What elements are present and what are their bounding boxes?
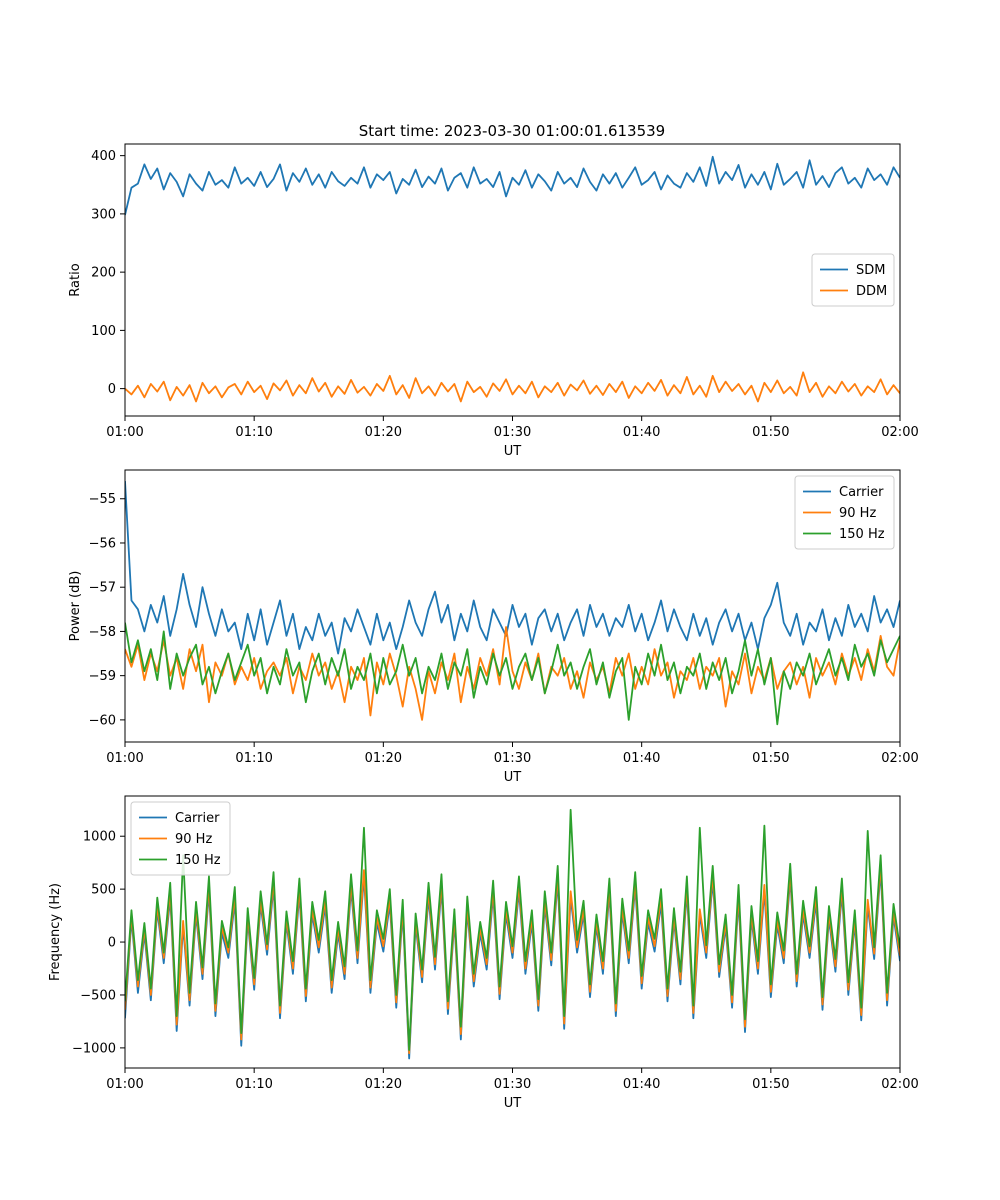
y-tick-label: 300 [91, 207, 116, 222]
x-tick-label: 01:00 [106, 1077, 143, 1092]
series-line-carrier [125, 869, 900, 1060]
y-tick-label: −57 [89, 581, 116, 596]
y-tick-label: −55 [89, 492, 116, 507]
x-axis-label: UT [504, 1096, 522, 1111]
x-axis-label: UT [504, 770, 522, 785]
y-tick-label: −1000 [72, 1041, 116, 1056]
legend-label: Carrier [839, 485, 884, 500]
x-tick-label: 01:20 [365, 425, 402, 440]
legend: Carrier 90 Hz 150 Hz [794, 475, 895, 550]
legend-box [811, 253, 895, 307]
series-line-ddm [125, 371, 900, 403]
x-tick-label: 01:30 [494, 1077, 531, 1092]
panel-1: 01:00 01:10 01:20 01:30 01:40 01:50 02:00 0 100 2… [68, 143, 919, 459]
legend-box [794, 475, 895, 550]
x-tick-label: 01:40 [623, 1077, 660, 1092]
legend: SDM DDM [811, 253, 895, 307]
series-line-150-hz [125, 622, 900, 726]
series-line-carrier [125, 481, 900, 655]
legend-label: 90 Hz [839, 506, 876, 521]
y-axis-label: Ratio [68, 263, 83, 296]
y-tick-label: 1000 [83, 830, 116, 845]
y-tick-label: 400 [91, 149, 116, 164]
legend-label: 90 Hz [175, 832, 212, 847]
legend-label: 150 Hz [175, 853, 221, 868]
x-tick-label: 02:00 [881, 1077, 918, 1092]
x-tick-label: 01:50 [752, 1077, 789, 1092]
x-tick-label: 01:50 [752, 425, 789, 440]
x-tick-label: 01:20 [365, 1077, 402, 1092]
x-tick-label: 02:00 [881, 751, 918, 766]
y-tick-label: 100 [91, 324, 116, 339]
x-tick-label: 01:30 [494, 751, 531, 766]
x-tick-label: 01:40 [623, 751, 660, 766]
panels: 01:00 01:10 01:20 01:30 01:40 01:50 02:00 0 100 2… [48, 143, 919, 1111]
x-tick-label: 01:10 [235, 425, 272, 440]
y-tick-label: −56 [89, 536, 116, 551]
x-tick-label: 01:40 [623, 425, 660, 440]
panel-3: 01:00 01:10 01:20 01:30 01:40 01:50 02:00 −1000… [48, 795, 919, 1111]
y-tick-label: 0 [108, 936, 116, 951]
legend: Carrier 90 Hz 150 Hz [130, 801, 231, 876]
series-line-90-hz [125, 862, 900, 1055]
y-tick-label: 200 [91, 266, 116, 281]
x-axis-label: UT [504, 444, 522, 459]
y-tick-label: 500 [91, 883, 116, 898]
panel-2: 01:00 01:10 01:20 01:30 01:40 01:50 02:00 −60 −5… [68, 469, 919, 785]
y-tick-label: −59 [89, 669, 116, 684]
figure-title: Start time: 2023-03-30 01:00:01.613539 [359, 122, 665, 140]
series-line-sdm [125, 155, 900, 216]
x-tick-label: 01:50 [752, 751, 789, 766]
y-tick-label: 0 [108, 382, 116, 397]
x-tick-label: 01:20 [365, 751, 402, 766]
y-axis-label: Frequency (Hz) [48, 883, 63, 981]
legend-box [130, 801, 231, 876]
series-line-150-hz [125, 808, 900, 1051]
x-tick-label: 01:10 [235, 1077, 272, 1092]
y-tick-label: −500 [80, 988, 116, 1003]
x-tick-label: 01:10 [235, 751, 272, 766]
x-tick-label: 01:30 [494, 425, 531, 440]
legend-label: SDM [856, 263, 885, 278]
y-axis-label: Power (dB) [68, 571, 83, 642]
y-tick-label: −58 [89, 625, 116, 640]
legend-label: 150 Hz [839, 527, 885, 542]
x-tick-label: 01:00 [106, 751, 143, 766]
y-tick-label: −60 [89, 713, 116, 728]
x-tick-label: 01:00 [106, 425, 143, 440]
legend-label: Carrier [175, 811, 220, 826]
x-tick-label: 02:00 [881, 425, 918, 440]
legend-label: DDM [856, 284, 887, 299]
